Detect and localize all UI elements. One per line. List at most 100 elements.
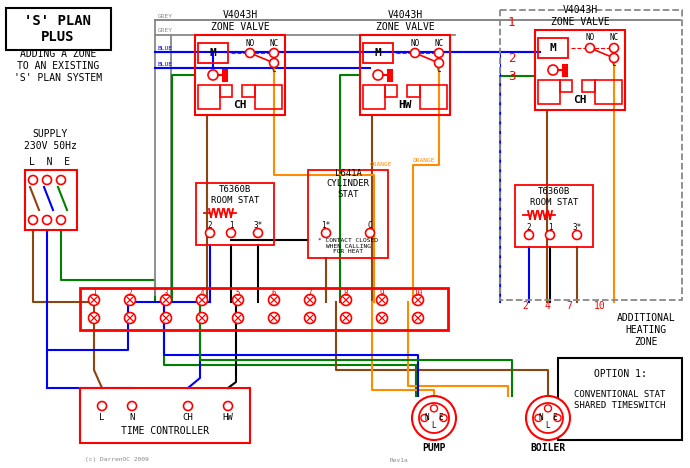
- Bar: [242, 85, 255, 97]
- Circle shape: [535, 415, 542, 422]
- Circle shape: [377, 313, 388, 323]
- Text: 7: 7: [566, 301, 572, 311]
- Text: CH: CH: [233, 100, 247, 110]
- Text: NC: NC: [609, 34, 619, 43]
- Circle shape: [28, 176, 37, 184]
- Text: 3*: 3*: [253, 220, 263, 229]
- Text: HW: HW: [398, 100, 412, 110]
- Circle shape: [431, 405, 437, 412]
- Circle shape: [533, 403, 563, 433]
- Bar: [515, 185, 593, 247]
- Circle shape: [413, 313, 424, 323]
- Circle shape: [97, 402, 106, 410]
- Text: CH: CH: [183, 414, 193, 423]
- Text: CH: CH: [573, 95, 586, 105]
- Circle shape: [411, 49, 420, 58]
- Bar: [560, 80, 572, 92]
- Text: L: L: [546, 422, 551, 431]
- Text: M: M: [375, 48, 382, 58]
- Text: M: M: [210, 48, 217, 58]
- Circle shape: [340, 313, 351, 323]
- Text: L: L: [432, 422, 436, 431]
- Text: 1: 1: [228, 220, 233, 229]
- Text: C: C: [272, 65, 276, 73]
- Bar: [582, 80, 595, 92]
- Text: TIME CONTROLLER: TIME CONTROLLER: [121, 426, 209, 436]
- Text: E: E: [553, 414, 558, 423]
- Text: 4: 4: [199, 288, 204, 298]
- Circle shape: [609, 44, 618, 52]
- Circle shape: [304, 313, 315, 323]
- Text: 10: 10: [413, 288, 422, 298]
- Bar: [80, 288, 448, 330]
- Circle shape: [197, 313, 208, 323]
- Bar: [25, 170, 77, 230]
- Circle shape: [377, 294, 388, 306]
- Circle shape: [270, 49, 279, 58]
- Text: NO: NO: [411, 38, 420, 47]
- Text: E: E: [439, 414, 443, 423]
- Bar: [500, 10, 682, 300]
- Circle shape: [233, 294, 244, 306]
- Text: ORANGE: ORANGE: [413, 159, 435, 163]
- Circle shape: [435, 58, 444, 67]
- Bar: [385, 85, 397, 97]
- Text: L: L: [99, 414, 105, 423]
- Text: ORANGE: ORANGE: [370, 162, 393, 168]
- Text: NO: NO: [585, 34, 595, 43]
- Text: BOILER: BOILER: [531, 443, 566, 453]
- Text: 1: 1: [92, 288, 97, 298]
- Text: CONVENTIONAL STAT
SHARED TIMESWITCH: CONVENTIONAL STAT SHARED TIMESWITCH: [574, 390, 666, 410]
- Circle shape: [57, 215, 66, 225]
- Text: V4043H
ZONE VALVE: V4043H ZONE VALVE: [375, 10, 435, 32]
- Bar: [196, 183, 274, 245]
- Circle shape: [548, 65, 558, 75]
- Circle shape: [253, 228, 262, 237]
- Text: (c) DarrenOC 2009: (c) DarrenOC 2009: [85, 458, 149, 462]
- Circle shape: [161, 313, 172, 323]
- Text: C: C: [368, 220, 373, 229]
- Text: HW: HW: [223, 414, 233, 423]
- Text: 3: 3: [508, 70, 515, 82]
- Circle shape: [161, 294, 172, 306]
- Text: SUPPLY
230V 50Hz: SUPPLY 230V 50Hz: [23, 129, 77, 151]
- Circle shape: [28, 215, 37, 225]
- Text: 'S' PLAN
PLUS: 'S' PLAN PLUS: [25, 14, 92, 44]
- Circle shape: [184, 402, 193, 410]
- Circle shape: [435, 49, 444, 58]
- Circle shape: [366, 228, 375, 237]
- Text: 3: 3: [164, 288, 168, 298]
- Text: N: N: [539, 414, 543, 423]
- Text: 2: 2: [508, 51, 515, 65]
- Bar: [360, 35, 450, 115]
- Text: C: C: [612, 59, 616, 68]
- Text: ADDITIONAL
HEATING
ZONE: ADDITIONAL HEATING ZONE: [617, 314, 676, 347]
- Bar: [363, 43, 393, 63]
- Text: 1: 1: [548, 222, 552, 232]
- Text: OPTION 1:: OPTION 1:: [593, 369, 647, 379]
- Text: 2: 2: [522, 301, 528, 311]
- Text: N: N: [129, 414, 135, 423]
- Circle shape: [322, 228, 331, 237]
- Circle shape: [573, 231, 582, 240]
- Circle shape: [233, 313, 244, 323]
- Circle shape: [208, 70, 218, 80]
- Text: 10: 10: [594, 301, 606, 311]
- Bar: [538, 38, 568, 58]
- Text: 2: 2: [208, 220, 213, 229]
- Text: 2: 2: [128, 288, 132, 298]
- Text: NC: NC: [435, 38, 444, 47]
- Text: BLUE: BLUE: [158, 61, 173, 66]
- Text: 2: 2: [526, 222, 531, 232]
- Circle shape: [526, 396, 570, 440]
- Circle shape: [57, 176, 66, 184]
- Circle shape: [421, 415, 428, 422]
- Circle shape: [544, 405, 551, 412]
- Circle shape: [43, 215, 52, 225]
- Circle shape: [43, 176, 52, 184]
- Circle shape: [88, 294, 99, 306]
- Bar: [558, 358, 682, 440]
- Text: T6360B
ROOM STAT: T6360B ROOM STAT: [530, 187, 578, 207]
- Text: V4043H
ZONE VALVE: V4043H ZONE VALVE: [210, 10, 269, 32]
- Text: M: M: [550, 43, 556, 53]
